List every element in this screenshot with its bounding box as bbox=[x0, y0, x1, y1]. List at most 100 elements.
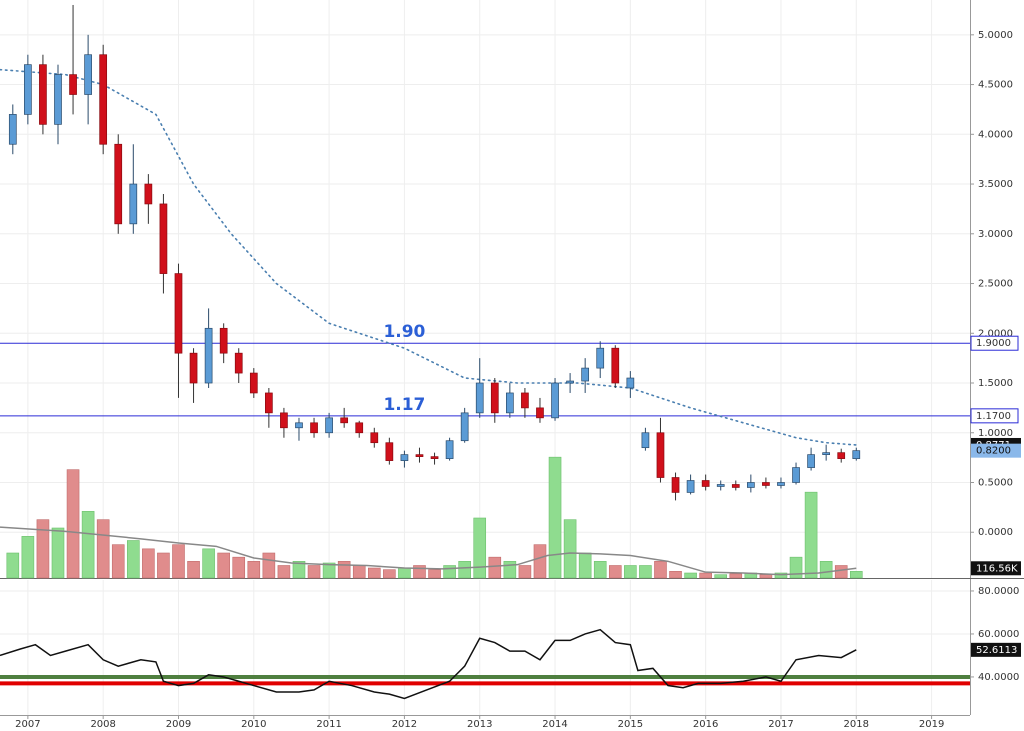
level-badge-label: 1.1700 bbox=[976, 411, 1011, 422]
volume-bar bbox=[292, 561, 306, 579]
volume-bar bbox=[669, 571, 682, 579]
x-tick-label: 2018 bbox=[844, 719, 869, 730]
candle-body bbox=[475, 382, 484, 414]
volume-bar bbox=[398, 567, 411, 579]
candle-body bbox=[39, 64, 47, 125]
candle-body bbox=[265, 392, 273, 414]
candle-body bbox=[551, 382, 559, 419]
volume-bar bbox=[834, 565, 848, 579]
x-tick-label: 2012 bbox=[392, 719, 417, 730]
volume-bar bbox=[277, 565, 291, 579]
candle-body bbox=[24, 64, 32, 115]
y-tick-label: 5.0000 bbox=[978, 30, 1013, 41]
y-tick-label: 80.0000 bbox=[978, 586, 1019, 597]
value-badge-label: 116.56K bbox=[976, 563, 1018, 574]
y-tick-label: 2.5000 bbox=[978, 279, 1013, 290]
volume-bar bbox=[21, 536, 35, 579]
y-tick-label: 4.5000 bbox=[978, 80, 1013, 91]
candle-body bbox=[159, 203, 168, 274]
candle-body bbox=[490, 382, 499, 414]
volume-bar bbox=[774, 572, 788, 579]
x-tick-label: 2019 bbox=[919, 719, 944, 730]
volume-bar bbox=[322, 562, 336, 579]
candle-body bbox=[626, 377, 635, 389]
candle-body bbox=[837, 452, 846, 459]
rsi-badge bbox=[971, 642, 1021, 657]
candle-body bbox=[295, 422, 303, 429]
moving-average-line bbox=[0, 68, 858, 446]
volume-bar bbox=[96, 519, 110, 579]
volume-bar bbox=[503, 561, 517, 579]
value-badge bbox=[971, 443, 1021, 458]
level-annotation: 1.90 bbox=[383, 322, 425, 342]
candle-body bbox=[189, 352, 198, 384]
volume-bar bbox=[232, 556, 246, 579]
volume-bar bbox=[307, 565, 321, 579]
candle-body bbox=[400, 454, 409, 461]
candle-body bbox=[716, 484, 725, 487]
candle-body bbox=[656, 432, 665, 478]
volume-bar bbox=[247, 561, 261, 579]
volume-bar bbox=[714, 574, 728, 579]
candle-body bbox=[566, 380, 574, 384]
candle-body bbox=[54, 74, 62, 125]
volume-bar bbox=[428, 569, 441, 579]
candle-body bbox=[249, 372, 258, 394]
volume-bar bbox=[51, 527, 65, 579]
candle-body bbox=[701, 480, 710, 487]
volume-bar bbox=[352, 565, 366, 579]
y-tick-label: 3.0000 bbox=[978, 229, 1013, 240]
volume-bar bbox=[759, 574, 773, 579]
y-tick-label: 0.0000 bbox=[978, 527, 1013, 538]
volume-average-line bbox=[0, 526, 857, 576]
y-tick-label: 3.5000 bbox=[978, 179, 1013, 190]
x-tick-label: 2015 bbox=[618, 719, 643, 730]
volume-bar bbox=[533, 544, 547, 579]
candle-body bbox=[204, 327, 213, 384]
volume-bar bbox=[639, 565, 652, 579]
x-tick-label: 2017 bbox=[768, 719, 793, 730]
volume-bar bbox=[187, 561, 200, 579]
candle-body bbox=[355, 422, 364, 434]
candle-body bbox=[611, 347, 620, 384]
candle-body bbox=[460, 412, 469, 442]
candle-body bbox=[746, 482, 755, 488]
y-tick-label: 0.5000 bbox=[978, 477, 1013, 488]
candle-body bbox=[852, 450, 861, 459]
volume-bar bbox=[142, 548, 155, 579]
y-tick-label: 4.0000 bbox=[978, 129, 1013, 140]
y-tick-label: 2.0000 bbox=[978, 328, 1013, 339]
candle-body bbox=[114, 143, 123, 225]
candle-body bbox=[340, 417, 349, 424]
volume-bar bbox=[81, 511, 95, 579]
candle-body bbox=[686, 480, 695, 493]
volume-bar bbox=[6, 552, 20, 579]
volume-bar bbox=[563, 519, 577, 579]
level-badge bbox=[970, 335, 1019, 351]
candle-body bbox=[129, 183, 138, 225]
value-badge-label: 0.8200 bbox=[976, 446, 1011, 457]
value-badge bbox=[971, 561, 1021, 576]
volume-bar bbox=[593, 561, 607, 579]
candle-body bbox=[596, 347, 605, 369]
candle-body bbox=[8, 114, 17, 145]
y-tick-label: 40.0000 bbox=[978, 672, 1019, 683]
level-annotation: 1.17 bbox=[383, 395, 425, 415]
volume-bar bbox=[548, 456, 562, 579]
volume-bar bbox=[367, 567, 381, 579]
volume-bar bbox=[789, 556, 803, 579]
candle-body bbox=[762, 482, 770, 486]
candle-body bbox=[234, 352, 243, 374]
volume-bar bbox=[729, 573, 743, 579]
volume-bar bbox=[804, 491, 818, 579]
y-tick-label: 1.5000 bbox=[978, 378, 1013, 389]
candle-body bbox=[807, 454, 815, 468]
volume-bar bbox=[111, 544, 125, 579]
candle-body bbox=[385, 442, 394, 461]
level-badge-label: 1.9000 bbox=[976, 338, 1011, 349]
candle-body bbox=[174, 273, 183, 354]
candle-body bbox=[581, 367, 590, 382]
volume-bar bbox=[684, 572, 697, 579]
candle-body bbox=[84, 54, 92, 95]
